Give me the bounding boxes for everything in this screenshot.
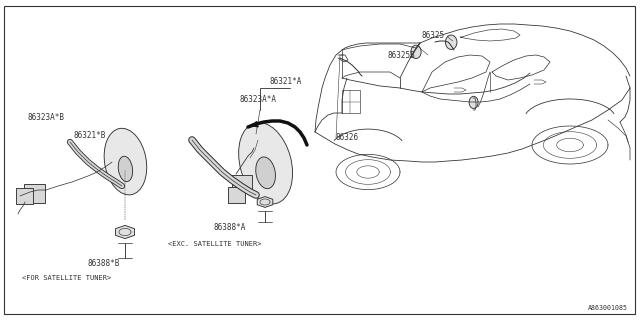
Text: 86323A*A: 86323A*A bbox=[240, 95, 277, 105]
Bar bbox=[16, 188, 33, 204]
Text: 86326: 86326 bbox=[336, 132, 359, 141]
Polygon shape bbox=[115, 225, 134, 239]
Text: 86388*A: 86388*A bbox=[214, 223, 246, 233]
Bar bbox=[232, 175, 252, 193]
Text: 86325B: 86325B bbox=[387, 52, 415, 60]
Bar bbox=[228, 187, 245, 203]
Ellipse shape bbox=[256, 157, 275, 189]
Text: <FOR SATELLITE TUNER>: <FOR SATELLITE TUNER> bbox=[22, 275, 111, 281]
Bar bbox=[24, 184, 45, 203]
Ellipse shape bbox=[411, 45, 421, 59]
Text: 86321*B: 86321*B bbox=[73, 131, 106, 140]
Ellipse shape bbox=[239, 123, 292, 204]
Text: <EXC. SATELLITE TUNER>: <EXC. SATELLITE TUNER> bbox=[168, 241, 262, 247]
Text: 86388*B: 86388*B bbox=[88, 259, 120, 268]
Text: 86321*A: 86321*A bbox=[270, 77, 302, 86]
Text: A863001085: A863001085 bbox=[588, 305, 628, 311]
Ellipse shape bbox=[445, 35, 457, 49]
Polygon shape bbox=[257, 196, 273, 207]
Text: 86325: 86325 bbox=[421, 31, 444, 41]
Ellipse shape bbox=[118, 156, 132, 182]
Ellipse shape bbox=[469, 96, 478, 108]
Ellipse shape bbox=[104, 128, 147, 195]
Text: 86323A*B: 86323A*B bbox=[28, 113, 65, 122]
